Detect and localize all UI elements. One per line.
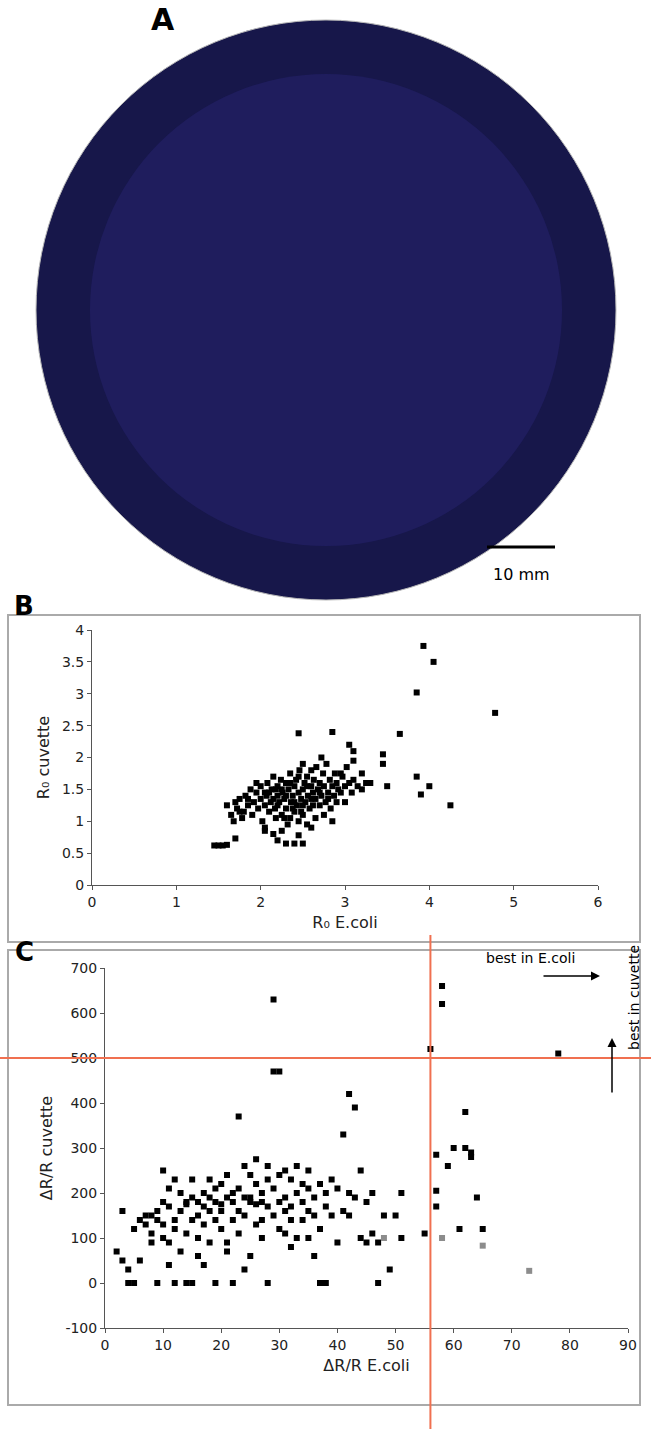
svg-text:500: 500 xyxy=(70,1050,97,1066)
svg-text:3: 3 xyxy=(75,686,84,702)
svg-text:R₀ cuvette: R₀ cuvette xyxy=(34,716,53,799)
svg-text:700: 700 xyxy=(70,960,97,976)
svg-text:0.5: 0.5 xyxy=(62,845,84,861)
svg-text:1: 1 xyxy=(172,894,181,910)
svg-text:10: 10 xyxy=(154,1337,172,1353)
svg-text:-100: -100 xyxy=(65,1320,97,1336)
svg-text:600: 600 xyxy=(70,1005,97,1021)
svg-text:0: 0 xyxy=(88,894,97,910)
svg-text:0: 0 xyxy=(101,1337,110,1353)
svg-text:1.5: 1.5 xyxy=(62,781,84,797)
svg-text:2.5: 2.5 xyxy=(62,718,84,734)
svg-text:3.5: 3.5 xyxy=(62,654,84,670)
svg-text:20: 20 xyxy=(212,1337,230,1353)
svg-text:30: 30 xyxy=(270,1337,288,1353)
svg-text:400: 400 xyxy=(70,1095,97,1111)
svg-text:ΔR/R cuvette: ΔR/R cuvette xyxy=(37,1096,56,1200)
svg-text:60: 60 xyxy=(445,1337,463,1353)
svg-text:ΔR/R E.coli: ΔR/R E.coli xyxy=(323,1356,409,1375)
svg-text:2: 2 xyxy=(256,894,265,910)
svg-text:A: A xyxy=(151,2,175,37)
svg-text:50: 50 xyxy=(387,1337,405,1353)
svg-text:0: 0 xyxy=(88,1275,97,1291)
svg-text:3: 3 xyxy=(341,894,350,910)
svg-text:best in E.coli: best in E.coli xyxy=(486,950,575,966)
svg-text:5: 5 xyxy=(509,894,518,910)
svg-text:R₀ E.coli: R₀ E.coli xyxy=(312,913,377,932)
svg-text:6: 6 xyxy=(594,894,603,910)
svg-text:80: 80 xyxy=(561,1337,579,1353)
svg-text:70: 70 xyxy=(503,1337,521,1353)
svg-text:2: 2 xyxy=(75,749,84,765)
svg-text:0: 0 xyxy=(75,877,84,893)
svg-text:300: 300 xyxy=(70,1140,97,1156)
svg-text:90: 90 xyxy=(619,1337,637,1353)
svg-text:B: B xyxy=(14,591,34,621)
svg-text:100: 100 xyxy=(70,1230,97,1246)
svg-text:4: 4 xyxy=(75,622,84,638)
svg-text:10 mm: 10 mm xyxy=(493,565,550,584)
svg-text:4: 4 xyxy=(425,894,434,910)
svg-text:1: 1 xyxy=(75,813,84,829)
svg-text:C: C xyxy=(15,937,34,967)
svg-text:best in cuvette: best in cuvette xyxy=(626,945,642,1050)
svg-text:200: 200 xyxy=(70,1185,97,1201)
svg-text:40: 40 xyxy=(329,1337,347,1353)
